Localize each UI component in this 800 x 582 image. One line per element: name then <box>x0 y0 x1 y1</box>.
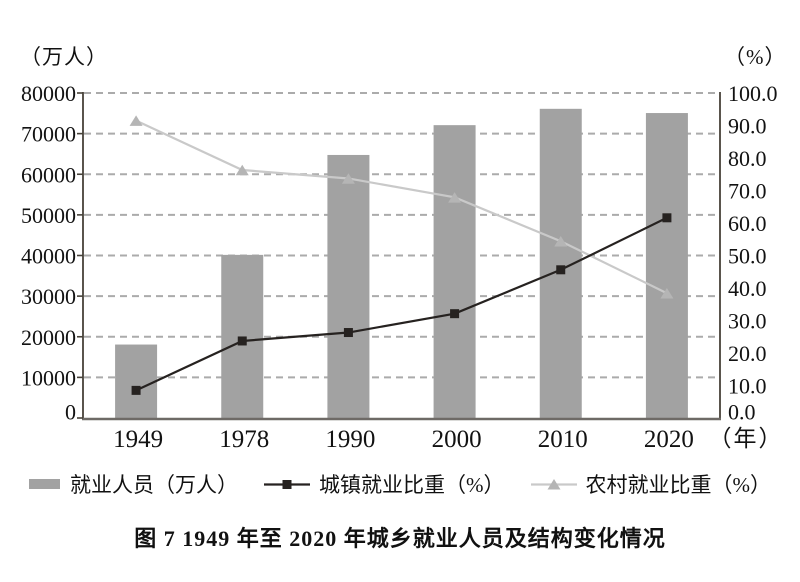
urban-share-point-1990 <box>343 328 353 338</box>
rural-share-point-1978 <box>235 164 249 176</box>
rural-share-line <box>135 119 668 295</box>
square-line-marker-icon <box>264 479 310 489</box>
y-right-tick-label: 30.0 <box>728 309 767 334</box>
y-right-tick-label: 40.0 <box>728 276 767 301</box>
legend-employment-label: 就业人员（万人） <box>70 473 238 497</box>
y-right-tick-label: 80.0 <box>728 146 767 171</box>
rural-share-point-2000 <box>448 192 462 203</box>
y-left-tick-label: 20000 <box>21 325 76 350</box>
rural-share-point-1949 <box>129 115 143 126</box>
legend-urban-label: 城镇就业比重（%） <box>319 473 505 497</box>
y-right-tick-label: 0.0 <box>728 400 756 425</box>
y-right-tick-label: 60.0 <box>728 211 767 236</box>
bar-2020 <box>645 113 688 419</box>
bar-swatch-icon <box>29 479 60 489</box>
x-tick-label: 1978 <box>219 426 269 453</box>
legend-rural-label: 农村就业比重（%） <box>585 473 772 497</box>
x-tick-label: 1949 <box>113 426 163 453</box>
y-right-tick-label: 20.0 <box>728 341 767 366</box>
x-tick-label: 2010 <box>538 426 588 453</box>
chart-plot-area: 0 10000 20000 30000 40000 50000 60000 70000 8000… <box>21 81 784 453</box>
bar-1949 <box>115 344 158 418</box>
legend-item-rural: 农村就业比重（%） <box>530 469 772 499</box>
y-left-tick-label: 70000 <box>21 122 76 147</box>
y-left-tick-label: 40000 <box>21 244 76 269</box>
y-left-tick-label: 30000 <box>21 284 76 309</box>
rural-share-point-1990 <box>341 173 355 184</box>
y-right-tick-label: 90.0 <box>728 114 767 139</box>
legend-item-urban: 城镇就业比重（%） <box>264 469 505 499</box>
y-left-tick-label: 0 <box>65 400 76 425</box>
y-right-tick-label: 50.0 <box>728 244 767 269</box>
rural-share-point-2020 <box>660 287 674 299</box>
rural-share-point-2010 <box>554 235 568 247</box>
y-left-tick-label: 50000 <box>21 203 76 228</box>
chart-caption: 图 7 1949 年至 2020 年城乡就业人员及结构变化情况 <box>134 526 666 551</box>
y-left-tick-label: 60000 <box>21 162 76 187</box>
urban-share-point-2000 <box>450 309 460 319</box>
x-tick-label: 1990 <box>325 426 375 453</box>
bar-1990 <box>327 154 370 418</box>
left-axis-unit-label: （万人） <box>20 45 108 69</box>
legend-item-employment: 就业人员（万人） <box>29 469 238 499</box>
legend: 就业人员（万人） 城镇就业比重（%） 农村就业比重（%） <box>0 467 800 501</box>
bar-2000 <box>433 125 476 418</box>
urban-share-point-2010 <box>556 265 566 275</box>
urban-share-point-2020 <box>662 213 672 223</box>
triangle-line-marker-icon <box>530 478 577 489</box>
y-right-tick-label: 100.0 <box>728 81 778 106</box>
x-tick-label: 2000 <box>432 426 482 453</box>
urban-share-point-1978 <box>237 336 247 346</box>
y-left-tick-label: 80000 <box>21 81 76 106</box>
y-right-tick-label: 70.0 <box>728 179 767 204</box>
x-tick-label: 2020 <box>644 426 694 453</box>
y-right-tick-label: 10.0 <box>728 374 767 399</box>
urban-share-line <box>135 216 668 392</box>
y-left-tick-label: 10000 <box>21 365 76 390</box>
right-axis-unit-label: （%） <box>724 45 787 69</box>
x-axis-unit: （年） <box>709 426 784 451</box>
urban-share-point-1949 <box>131 385 141 395</box>
bar-1978 <box>221 254 264 418</box>
